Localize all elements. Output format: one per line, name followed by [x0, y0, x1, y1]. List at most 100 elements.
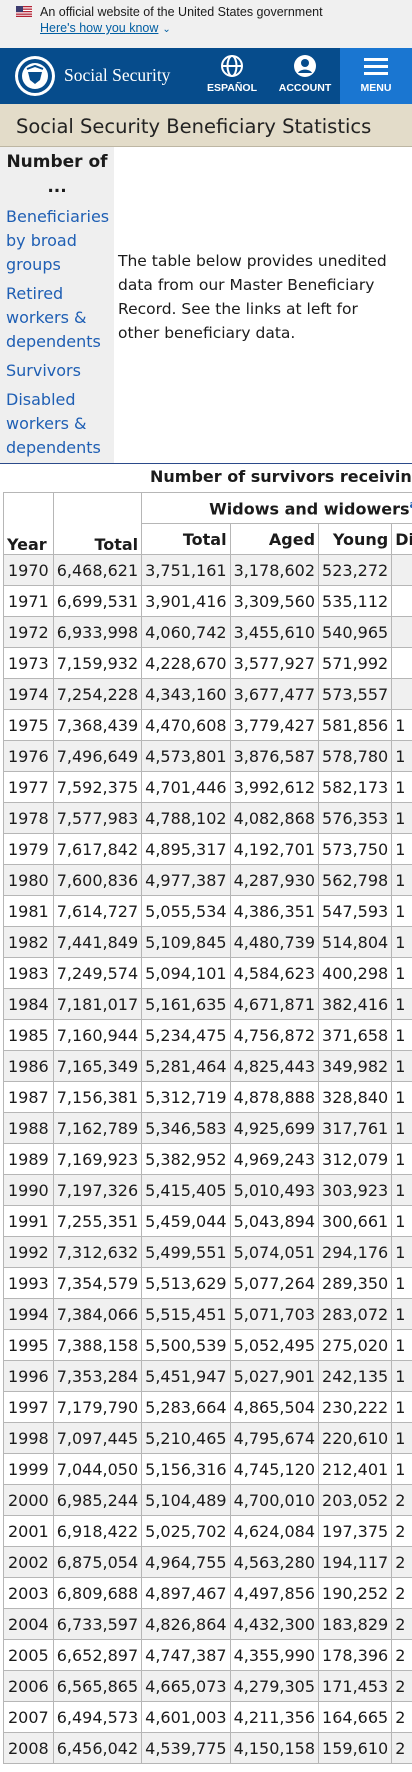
table-row: 1992 7,312,632 5,499,551 5,074,051 294,176 1	[3, 1236, 412, 1268]
espanol-label: ESPAÑOL	[207, 82, 257, 94]
table-cell: 1974	[3, 678, 54, 710]
table-cell: 7,592,375	[52, 771, 143, 803]
table-cell: 2	[391, 1608, 412, 1640]
table-cell: 2007	[3, 1701, 54, 1733]
table-cell: 1977	[3, 771, 54, 803]
table-cell: 4,287,930	[229, 864, 320, 896]
table-cell: 1971	[3, 585, 54, 617]
table-cell: 2006	[3, 1670, 54, 1702]
menu-button[interactable]: MENU	[340, 48, 412, 104]
sidebar-item-retired-workers[interactable]: Retired workers & dependents	[6, 284, 101, 351]
table-cell: 4,825,443	[229, 1050, 320, 1082]
table-cell: 5,027,901	[229, 1360, 320, 1392]
table-row: 1983 7,249,574 5,094,101 4,584,623 400,298 1	[3, 957, 412, 989]
table-cell: 294,176	[318, 1236, 393, 1268]
table-cell: 6,918,422	[52, 1515, 143, 1547]
table-cell: 4,432,300	[229, 1608, 320, 1640]
table-cell: 5,415,405	[141, 1174, 231, 1206]
table-row: 1978 7,577,983 4,788,102 4,082,868 576,353 1	[3, 802, 412, 834]
table-cell: 4,497,856	[229, 1577, 320, 1609]
table-cell: 2004	[3, 1608, 54, 1640]
table-cell: 203,052	[318, 1484, 393, 1516]
table-row: 1990 7,197,326 5,415,405 5,010,493 303,923 1	[3, 1174, 412, 1206]
table-row: 1997 7,179,790 5,283,664 4,865,504 230,222 1	[3, 1391, 412, 1423]
table-cell: 4,700,010	[229, 1484, 320, 1516]
table-body: 1970 6,468,621 3,751,161 3,178,602 523,272 19…	[3, 554, 412, 1764]
heres-how-you-know-link[interactable]: Here's how you know ⌄	[40, 21, 171, 35]
table-cell: 4,671,871	[229, 988, 320, 1020]
table-cell: 5,025,702	[141, 1515, 231, 1547]
table-cell: 3,455,610	[229, 616, 320, 648]
espanol-button[interactable]: ESPAÑOL	[196, 48, 268, 104]
table-cell: 5,043,894	[229, 1205, 320, 1237]
table-cell: 2005	[3, 1639, 54, 1671]
table-cell: 1	[391, 926, 412, 958]
table-cell: 573,557	[318, 678, 393, 710]
table-cell: 242,135	[318, 1360, 393, 1392]
table-row: 2008 6,456,042 4,539,775 4,150,158 159,610 2	[3, 1732, 412, 1764]
table-row: 1976 7,496,649 4,573,801 3,876,587 578,780 1	[3, 740, 412, 772]
table-cell: 5,055,534	[141, 895, 231, 927]
table-cell: 164,665	[318, 1701, 393, 1733]
ssa-seal-logo[interactable]	[14, 55, 56, 97]
table-cell: 4,977,387	[141, 864, 231, 896]
table-cell: 400,298	[318, 957, 393, 989]
table-cell: 1	[391, 988, 412, 1020]
table-cell: 300,661	[318, 1205, 393, 1237]
table-cell: 1	[391, 1267, 412, 1299]
brand-name[interactable]: Social Security	[64, 65, 171, 85]
table-row: 1989 7,169,923 5,382,952 4,969,243 312,079 1	[3, 1143, 412, 1175]
table-row: 1973 7,159,932 4,228,670 3,577,927 571,992	[3, 647, 412, 679]
table-cell: 1991	[3, 1205, 54, 1237]
table-cell: 7,577,983	[52, 802, 143, 834]
table-row: 1991 7,255,351 5,459,044 5,043,894 300,661 1	[3, 1205, 412, 1237]
table-cell: 4,826,864	[141, 1608, 231, 1640]
table-row: 1993 7,354,579 5,513,629 5,077,264 289,350 1	[3, 1267, 412, 1299]
table-cell: 1	[391, 1236, 412, 1268]
table-cell: 1	[391, 1019, 412, 1051]
table-cell: 7,044,050	[52, 1453, 143, 1485]
table-cell: 4,897,467	[141, 1577, 231, 1609]
table-cell: 1976	[3, 740, 54, 772]
footnote-link-a[interactable]: a	[410, 498, 412, 511]
table-row: 1970 6,468,621 3,751,161 3,178,602 523,272	[3, 554, 412, 586]
table-cell: 6,985,244	[52, 1484, 143, 1516]
table-cell: 4,355,990	[229, 1639, 320, 1671]
table-cell: 2	[391, 1484, 412, 1516]
table-cell: 7,368,439	[52, 709, 143, 741]
table-cell: 540,965	[318, 616, 393, 648]
table-cell: 5,077,264	[229, 1267, 320, 1299]
table-cell: 4,228,670	[141, 647, 231, 679]
table-cell: 4,747,387	[141, 1639, 231, 1671]
table-cell: 212,401	[318, 1453, 393, 1485]
table-cell: 5,156,316	[141, 1453, 231, 1485]
sidebar-item-disabled-workers[interactable]: Disabled workers & dependents	[6, 390, 101, 457]
table-cell: 6,809,688	[52, 1577, 143, 1609]
table-cell: 4,211,356	[229, 1701, 320, 1733]
table-cell: 4,925,699	[229, 1112, 320, 1144]
table-cell: 4,563,280	[229, 1546, 320, 1578]
table-cell: 4,745,120	[229, 1453, 320, 1485]
table-cell: 5,109,845	[141, 926, 231, 958]
table-cell: 1989	[3, 1143, 54, 1175]
table-cell: 1997	[3, 1391, 54, 1423]
sidebar-item-beneficiaries-by-broad-groups[interactable]: Beneficiaries by broad groups	[6, 207, 110, 274]
sidebar-item-survivors[interactable]: Survivors	[6, 361, 81, 380]
survivors-table-scroll-region[interactable]: Number of survivors receivin Year Total …	[0, 463, 412, 1772]
table-row: 1987 7,156,381 5,312,719 4,878,888 328,840 1	[3, 1081, 412, 1113]
table-cell: 1994	[3, 1298, 54, 1330]
table-cell: 1	[391, 1205, 412, 1237]
table-cell: 7,162,789	[52, 1112, 143, 1144]
account-button[interactable]: ACCOUNT	[270, 48, 340, 104]
table-cell: 3,779,427	[229, 709, 320, 741]
table-cell: 7,181,017	[52, 988, 143, 1020]
col-header-widows-total: Total	[141, 523, 231, 555]
table-cell: 4,470,608	[141, 709, 231, 741]
table-cell: 5,234,475	[141, 1019, 231, 1051]
table-cell: 514,804	[318, 926, 393, 958]
table-row: 2000 6,985,244 5,104,489 4,700,010 203,052 2	[3, 1484, 412, 1516]
table-row: 1977 7,592,375 4,701,446 3,992,612 582,173 1	[3, 771, 412, 803]
table-cell: 7,097,445	[52, 1422, 143, 1454]
table-cell: 3,751,161	[141, 554, 231, 586]
table-row: 1985 7,160,944 5,234,475 4,756,872 371,658 1	[3, 1019, 412, 1051]
